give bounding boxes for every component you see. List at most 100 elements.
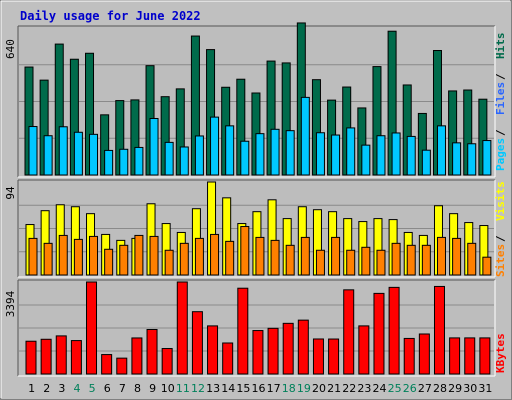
x-tick-label-9: 9: [149, 382, 156, 395]
x-tick-label-29: 29: [448, 382, 462, 395]
bar-pages-12: [194, 135, 204, 176]
bar-sites-15: [240, 226, 250, 276]
x-tick-label-8: 8: [134, 382, 141, 395]
legend-files: Files: [494, 82, 507, 115]
bar-kbytes-19: [297, 319, 309, 375]
x-tick-label-23: 23: [357, 382, 371, 395]
x-tick-label-30: 30: [463, 382, 477, 395]
bar-sites-5: [89, 235, 99, 276]
bar-sites-6: [104, 248, 114, 276]
bar-kbytes-20: [312, 338, 324, 375]
legend-kbytes: KBytes: [494, 333, 507, 373]
bar-sites-30: [467, 242, 477, 276]
chart-title: Daily usage for June 2022: [20, 9, 201, 23]
bar-sites-22: [346, 249, 356, 276]
x-tick-label-13: 13: [206, 382, 220, 395]
bar-pages-17: [270, 128, 280, 176]
bar-sites-18: [285, 244, 295, 276]
x-tick-label-4: 4: [73, 382, 80, 395]
legend-sep-3: /: [494, 235, 507, 242]
x-tick-label-28: 28: [433, 382, 447, 395]
x-tick-label-16: 16: [252, 382, 266, 395]
ymax-label-middle: 94: [4, 186, 17, 200]
bar-sites-29: [452, 237, 462, 276]
bar-kbytes-7: [116, 357, 128, 375]
legend-top: Pages / Files / Hits: [494, 33, 507, 172]
x-tick-label-19: 19: [297, 382, 311, 395]
bar-kbytes-30: [464, 337, 476, 375]
bar-pages-15: [240, 140, 250, 176]
x-tick-label-25: 25: [388, 382, 402, 395]
bar-kbytes-29: [449, 337, 461, 375]
bar-pages-4: [73, 131, 83, 176]
bar-kbytes-4: [70, 340, 82, 375]
bar-sites-1: [28, 237, 38, 276]
bar-kbytes-11: [176, 281, 188, 375]
bar-sites-28: [436, 236, 446, 276]
x-tick-label-17: 17: [267, 382, 281, 395]
bar-sites-24: [376, 249, 386, 276]
bar-sites-13: [210, 233, 220, 276]
bar-sites-3: [58, 234, 68, 276]
bar-pages-18: [285, 130, 295, 176]
bar-kbytes-21: [328, 338, 340, 375]
bar-pages-29: [452, 142, 462, 176]
x-tick-label-6: 6: [104, 382, 111, 395]
bar-kbytes-26: [403, 337, 415, 375]
legend-hits: Hits: [494, 33, 507, 60]
x-tick-label-15: 15: [236, 382, 250, 395]
ymax-label-bottom: 3394: [4, 290, 17, 317]
bar-kbytes-2: [40, 338, 52, 375]
bar-kbytes-28: [433, 285, 445, 375]
bar-sites-10: [164, 249, 174, 276]
x-tick-label-24: 24: [373, 382, 387, 395]
legend-bottom: KBytes: [494, 333, 507, 373]
x-tick-label-27: 27: [418, 382, 432, 395]
bar-pages-8: [134, 146, 144, 176]
bar-pages-9: [149, 117, 159, 176]
bar-kbytes-6: [101, 354, 113, 375]
x-tick-label-18: 18: [282, 382, 296, 395]
bar-sites-4: [73, 238, 83, 276]
bar-pages-30: [467, 143, 477, 176]
bar-pages-26: [406, 135, 416, 176]
x-tick-label-5: 5: [89, 382, 96, 395]
bar-sites-12: [194, 237, 204, 276]
legend-sep-1: /: [494, 129, 507, 136]
bar-sites-21: [331, 236, 341, 276]
bar-pages-11: [179, 146, 189, 176]
bar-pages-28: [436, 125, 446, 176]
x-tick-label-10: 10: [161, 382, 175, 395]
bar-pages-5: [89, 133, 99, 176]
bar-kbytes-24: [373, 292, 385, 375]
bar-kbytes-15: [237, 287, 249, 375]
bar-pages-19: [300, 96, 310, 176]
bar-sites-19: [300, 236, 310, 276]
right-legends: Pages / Files / Hits Sites / Visits KBytes: [494, 33, 507, 374]
bar-sites-20: [315, 249, 325, 276]
x-tick-label-22: 22: [342, 382, 356, 395]
bar-kbytes-8: [131, 337, 143, 375]
bar-kbytes-9: [146, 328, 158, 375]
bar-pages-1: [28, 126, 38, 176]
bar-kbytes-31: [479, 337, 491, 375]
bar-sites-14: [225, 240, 235, 276]
bar-pages-10: [164, 141, 174, 176]
bar-kbytes-10: [161, 348, 173, 375]
x-tick-label-1: 1: [28, 382, 35, 395]
bar-pages-22: [346, 127, 356, 176]
bar-sites-31: [482, 256, 492, 276]
x-tick-label-3: 3: [58, 382, 65, 395]
x-tick-label-31: 31: [478, 382, 492, 395]
bar-kbytes-16: [252, 330, 264, 375]
legend-middle: Sites / Visits: [494, 181, 507, 277]
x-tick-label-20: 20: [312, 382, 326, 395]
legend-pages: Pages: [494, 138, 507, 171]
bar-pages-3: [58, 126, 68, 176]
bar-pages-20: [315, 132, 325, 176]
bar-kbytes-3: [55, 335, 67, 375]
bar-kbytes-14: [222, 342, 234, 375]
bar-pages-21: [331, 134, 341, 176]
bar-kbytes-12: [191, 311, 203, 375]
